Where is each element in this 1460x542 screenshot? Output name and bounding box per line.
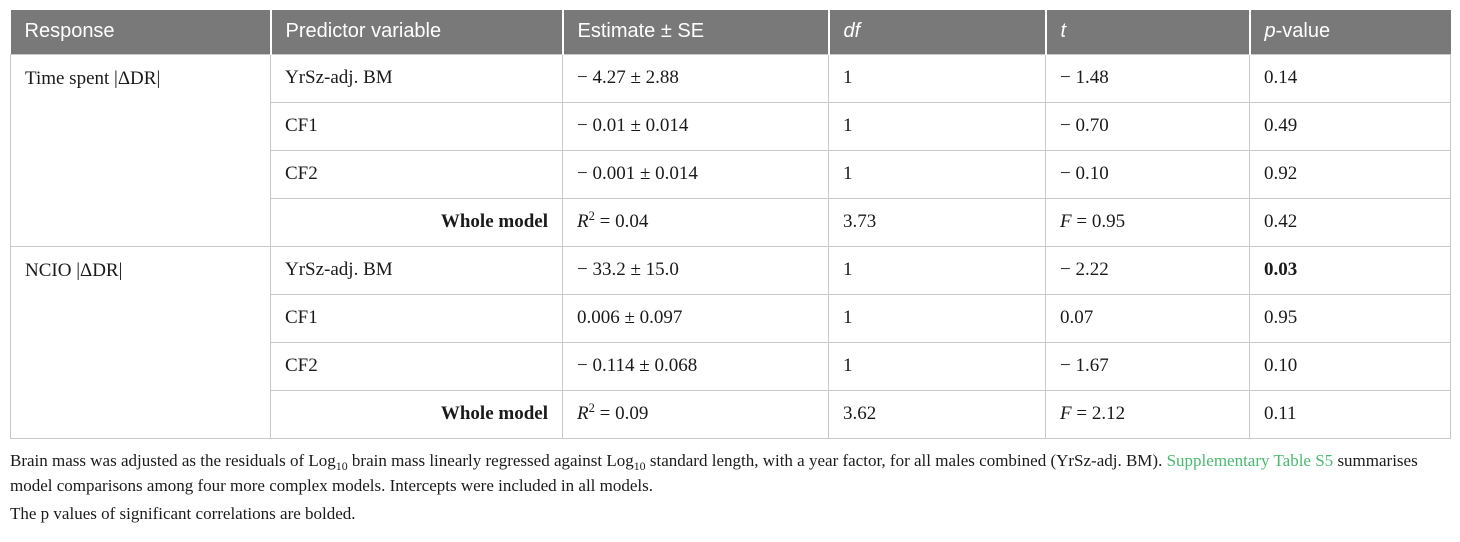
cell-f-statistic: F = 2.12 [1045,389,1250,439]
cell-response-time-spent: Time spent |ΔDR| [10,53,271,247]
cell-df: 3.62 [828,389,1046,439]
column-header-predictor: Predictor variable [269,10,563,54]
cell-t: − 0.10 [1045,149,1250,199]
statistics-table: Response Predictor variable Estimate ± S… [10,10,1451,439]
cell-p-value: 0.10 [1249,341,1451,391]
footnote-text: standard length, with a year factor, for… [645,450,1167,470]
cell-p-value: 0.42 [1249,197,1451,247]
cell-estimate: − 33.2 ± 15.0 [562,245,829,295]
cell-p-value: 0.11 [1249,389,1451,439]
cell-predictor: CF1 [270,293,563,343]
cell-predictor: CF1 [270,101,563,151]
column-header-response: Response [10,10,271,54]
cell-p-value: 0.49 [1249,101,1451,151]
cell-df: 1 [828,149,1046,199]
cell-df: 1 [828,341,1046,391]
table-row: NCIO |ΔDR| YrSz-adj. BM − 33.2 ± 15.0 1 … [10,245,1451,439]
cell-response-ncio: NCIO |ΔDR| [10,245,271,439]
table-row-whole-model: Whole model R2 = 0.09 3.62 F = 2.12 0.11 [11,389,1451,439]
footnote-text: brain mass linearly regressed against Lo… [347,450,634,470]
cell-predictor: CF2 [270,341,563,391]
table-row: CF1 0.006 ± 0.097 1 0.07 0.95 [11,293,1451,343]
cell-estimate: − 0.01 ± 0.014 [562,101,829,151]
table-row-whole-model: Whole model R2 = 0.04 3.73 F = 0.95 0.42 [11,197,1451,247]
cell-p-value: 0.95 [1249,293,1451,343]
table-row: CF2 − 0.114 ± 0.068 1 − 1.67 0.10 [11,341,1451,391]
cell-f-statistic: F = 0.95 [1045,197,1250,247]
p-rest: -value [1275,20,1331,43]
cell-df: 1 [828,53,1046,103]
column-header-estimate: Estimate ± SE [561,10,829,54]
f-symbol: F [1060,211,1072,232]
cell-df: 1 [828,101,1046,151]
cell-t: − 0.70 [1045,101,1250,151]
f-value: = 0.95 [1071,211,1126,232]
cell-t: 0.07 [1045,293,1250,343]
r-exponent: 2 [588,209,595,224]
cell-df: 1 [828,245,1046,295]
cell-df: 1 [828,293,1046,343]
statistics-table-container: Response Predictor variable Estimate ± S… [10,10,1451,439]
table-row: CF1 − 0.01 ± 0.014 1 − 0.70 0.49 [11,101,1451,151]
cell-estimate: − 4.27 ± 2.88 [562,53,829,103]
column-header-t: t [1044,10,1250,54]
cell-predictor: CF2 [270,149,563,199]
r-value: = 0.09 [594,403,649,424]
supplementary-table-link[interactable]: Supplementary Table S5 [1166,450,1334,470]
r-symbol: R [577,211,589,232]
cell-p-value: 0.92 [1249,149,1451,199]
column-header-p-value: p-value [1248,10,1451,54]
f-value: = 2.12 [1071,403,1126,424]
cell-t: − 2.22 [1045,245,1250,295]
footnote-text: Brain mass was adjusted as the residuals… [10,450,336,470]
table-header-row: Response Predictor variable Estimate ± S… [10,10,1451,54]
cell-whole-model-label: Whole model [270,197,563,247]
cell-estimate: − 0.001 ± 0.014 [562,149,829,199]
cell-r-squared: R2 = 0.04 [562,197,829,247]
cell-predictor: YrSz-adj. BM [270,245,563,295]
footnote-bolded-p: The p values of significant correlations… [10,503,356,523]
r-value: = 0.04 [594,211,649,232]
footnote-brain-mass: Brain mass was adjusted as the residuals… [10,449,1448,497]
r-symbol: R [577,403,589,424]
cell-predictor: YrSz-adj. BM [270,53,563,103]
cell-t: − 1.67 [1045,341,1250,391]
cell-p-value: 0.14 [1249,53,1451,103]
table-row: CF2 − 0.001 ± 0.014 1 − 0.10 0.92 [11,149,1451,199]
log-subscript: 10 [335,458,348,473]
f-symbol: F [1060,403,1072,424]
cell-p-value-significant: 0.03 [1249,245,1451,295]
log-subscript: 10 [633,458,646,473]
r-exponent: 2 [588,401,595,416]
p-italic: p [1264,20,1276,43]
footnote-text: summarises model comparisons among four … [10,450,1418,495]
column-header-df: df [827,10,1046,54]
cell-t: − 1.48 [1045,53,1250,103]
table-footnotes: Brain mass was adjusted as the residuals… [10,449,1448,525]
table-row: Time spent |ΔDR| YrSz-adj. BM − 4.27 ± 2… [10,53,1451,247]
cell-estimate: − 0.114 ± 0.068 [562,341,829,391]
cell-df: 3.73 [828,197,1046,247]
cell-estimate: 0.006 ± 0.097 [562,293,829,343]
cell-r-squared: R2 = 0.09 [562,389,829,439]
cell-whole-model-label: Whole model [270,389,563,439]
